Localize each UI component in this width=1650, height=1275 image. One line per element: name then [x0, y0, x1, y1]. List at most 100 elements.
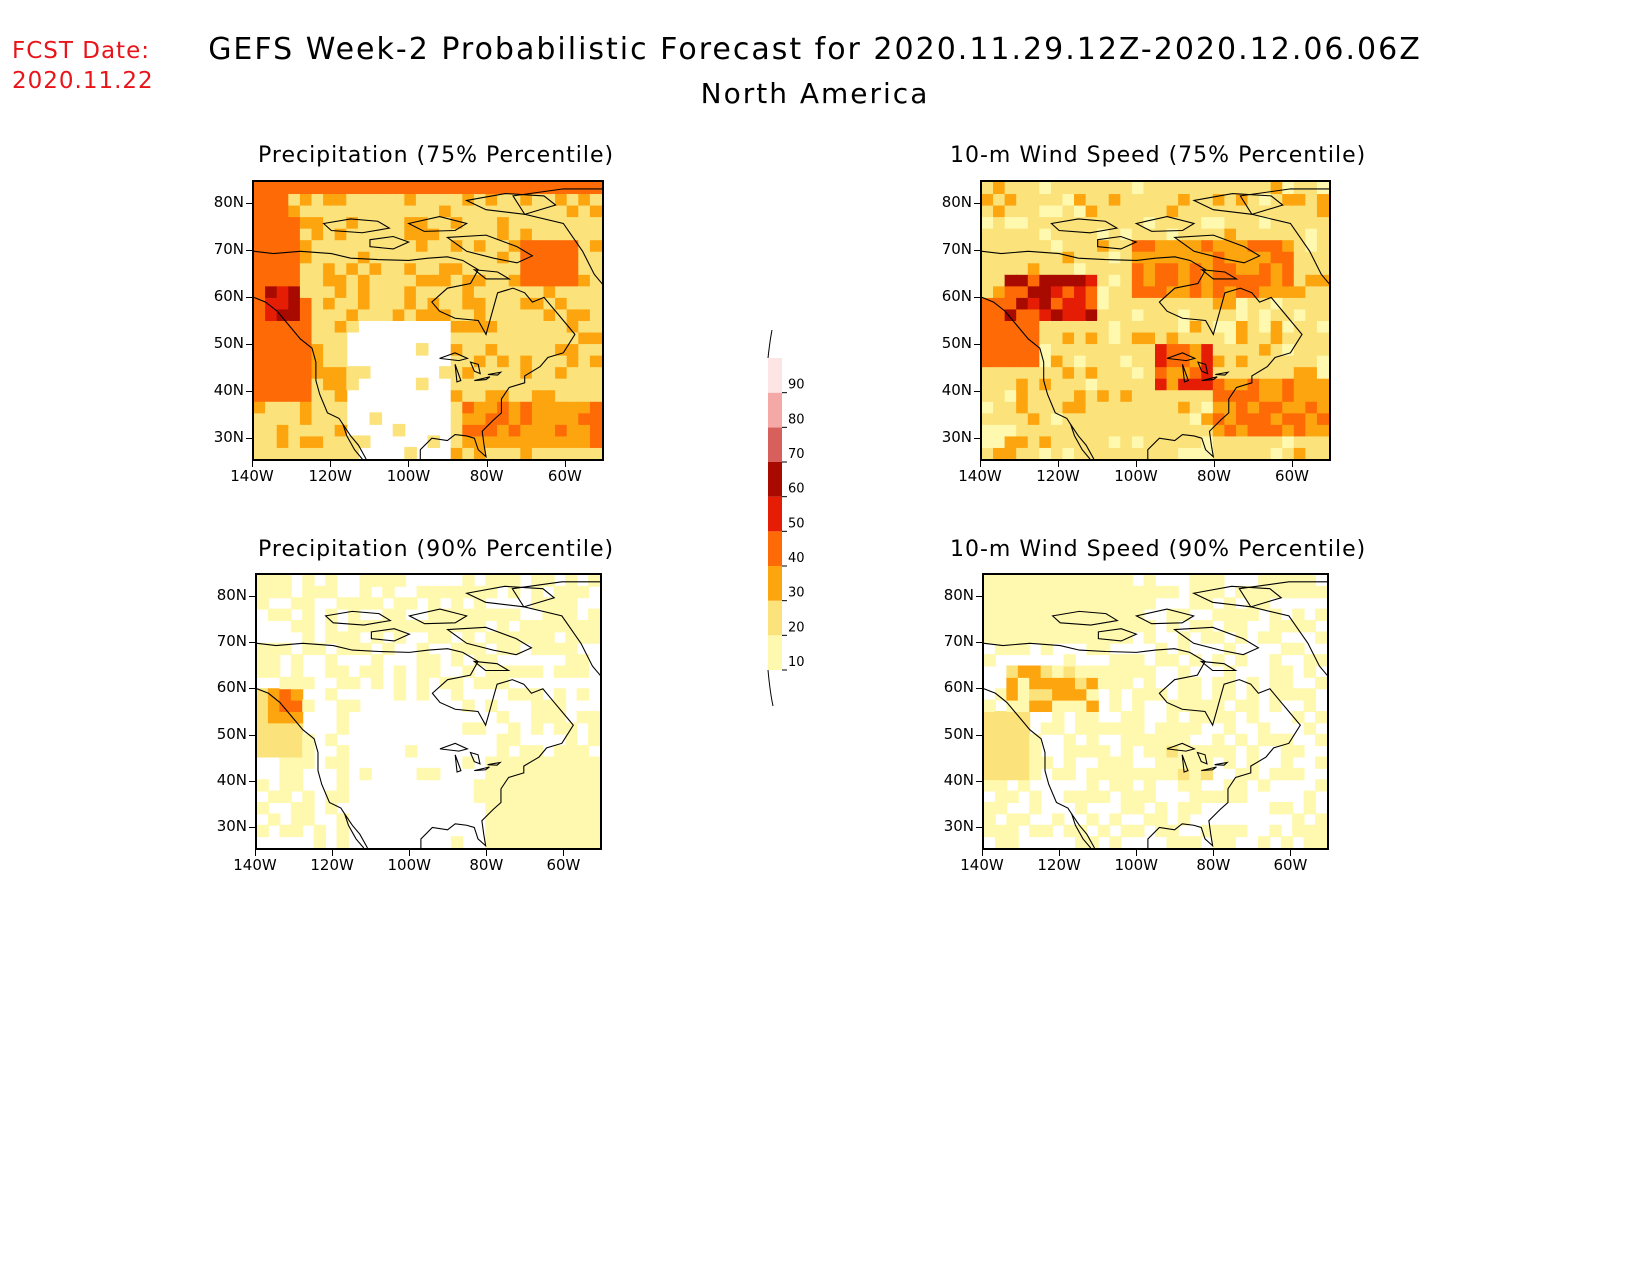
field-cell — [1131, 193, 1145, 206]
field-cell — [508, 285, 522, 298]
field-cell — [520, 193, 533, 206]
field-cell — [473, 193, 487, 206]
field-cell — [1120, 423, 1133, 437]
field-cell — [1063, 745, 1076, 758]
field-cell — [530, 802, 544, 815]
field-cell — [346, 320, 359, 333]
field-cell — [1177, 836, 1191, 848]
field-cell — [1086, 813, 1099, 826]
field-cell — [1085, 227, 1099, 241]
field-cell — [336, 836, 349, 848]
field-cell — [1120, 767, 1134, 781]
field-cell — [1120, 285, 1133, 298]
field-cell — [566, 308, 580, 321]
field-cell — [485, 296, 499, 310]
field-cell — [1016, 320, 1029, 333]
field-cell — [1017, 699, 1031, 712]
field-cell — [1131, 320, 1145, 333]
field-cell — [336, 790, 349, 803]
field-cell — [1259, 400, 1272, 414]
field-cell — [1200, 597, 1214, 610]
lat-tick-label: 60N — [941, 287, 972, 306]
field-cell — [1224, 446, 1237, 459]
field-cell — [450, 446, 464, 459]
field-cell — [589, 389, 602, 402]
field-cell — [1074, 216, 1087, 229]
field-cell — [993, 308, 1006, 321]
lat-tick-mark — [976, 780, 982, 782]
field-cell — [1039, 446, 1052, 459]
field-cell — [346, 435, 359, 448]
field-cell — [299, 366, 313, 379]
field-cell — [450, 320, 464, 333]
field-cell — [994, 688, 1008, 701]
field-cell — [1062, 204, 1076, 218]
field-cell — [578, 331, 591, 345]
field-cell — [462, 320, 475, 333]
field-cell — [543, 250, 557, 264]
field-cell — [555, 435, 568, 448]
field-cell — [1108, 320, 1122, 333]
field-cell — [1212, 182, 1226, 195]
field-cell — [1120, 193, 1133, 206]
field-cell — [288, 296, 301, 310]
field-cell — [508, 182, 522, 195]
field-cell — [531, 389, 545, 402]
lon-tick-label: 120W — [1036, 467, 1080, 485]
colorbar-label: 20 — [788, 620, 805, 635]
field-cell — [1108, 296, 1122, 310]
field-cell — [1166, 273, 1180, 287]
field-cell — [589, 285, 602, 298]
field-cell — [336, 779, 349, 792]
field-cell — [1143, 308, 1156, 321]
field-cell — [1017, 813, 1031, 826]
field-cell — [1074, 665, 1088, 678]
field-cell — [1085, 320, 1099, 333]
coastline-arctic-island — [1191, 585, 1283, 608]
field-cell — [1027, 377, 1041, 391]
field-cell — [984, 722, 996, 735]
field-cell — [589, 227, 602, 241]
field-cell — [1109, 813, 1122, 826]
field-cell — [1247, 412, 1261, 425]
field-cell — [576, 654, 590, 667]
field-cell — [1315, 733, 1327, 747]
field-cell — [1120, 824, 1134, 838]
field-cell — [1189, 676, 1202, 690]
field-cell — [1132, 722, 1145, 735]
field-cell — [1247, 193, 1261, 206]
field-cell — [542, 813, 555, 826]
field-cell — [450, 676, 464, 690]
field-cell — [1315, 813, 1327, 826]
field-cell — [1120, 412, 1133, 425]
lat-tick-mark — [249, 780, 255, 782]
field-cell — [1155, 722, 1168, 735]
field-cell — [267, 790, 281, 803]
field-cell — [1315, 608, 1327, 621]
field-cell — [1132, 665, 1145, 678]
field-cell — [496, 802, 510, 815]
field-cell — [1155, 343, 1168, 356]
field-cell — [542, 631, 555, 644]
field-cell — [267, 688, 281, 701]
field-cell — [1270, 412, 1284, 425]
field-cell — [1293, 204, 1307, 218]
field-cell — [1074, 354, 1087, 368]
field-cell — [1178, 366, 1191, 379]
field-cell — [589, 423, 602, 437]
field-cell — [462, 343, 475, 356]
field-cell — [1155, 308, 1168, 321]
field-cell — [1086, 620, 1099, 633]
field-cell — [288, 273, 301, 287]
field-cell — [1293, 182, 1307, 195]
field-cell — [1027, 308, 1041, 321]
field-cell — [1108, 182, 1122, 195]
lon-tick-mark — [1136, 850, 1138, 856]
field-cell — [993, 343, 1006, 356]
field-cell — [1155, 767, 1168, 781]
field-cell — [1039, 343, 1052, 356]
field-cell — [1097, 575, 1111, 587]
field-cell — [462, 756, 475, 769]
field-cell — [1097, 389, 1110, 402]
field-cell — [1074, 331, 1087, 345]
